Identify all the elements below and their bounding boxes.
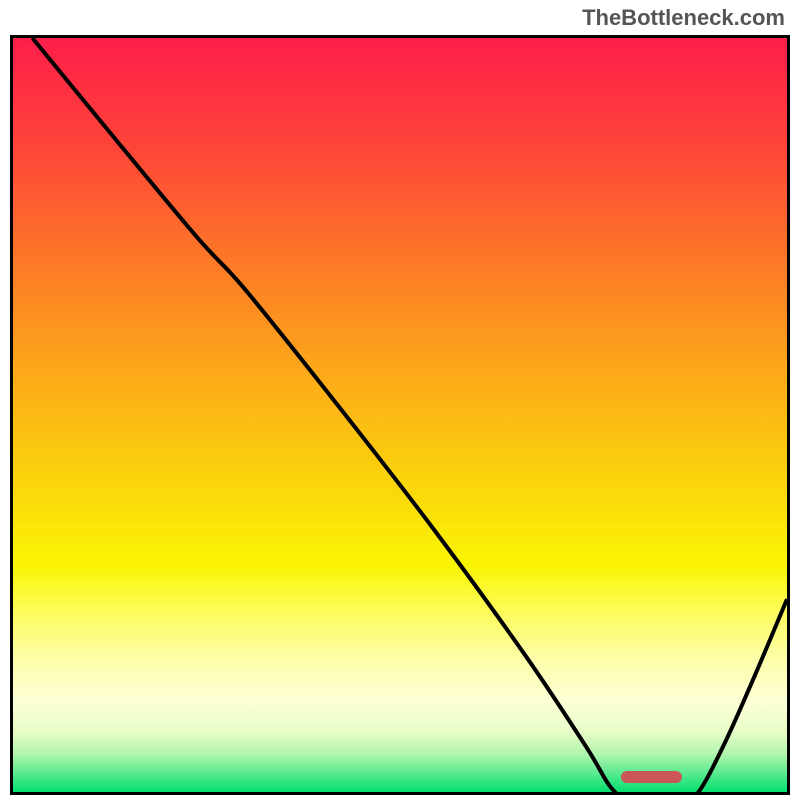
bottleneck-curve xyxy=(13,38,787,792)
chart-plot-area xyxy=(13,38,787,792)
curve-path xyxy=(32,38,787,792)
watermark-text: TheBottleneck.com xyxy=(582,5,785,31)
chart-container xyxy=(10,35,790,795)
optimal-range-marker xyxy=(621,771,683,783)
